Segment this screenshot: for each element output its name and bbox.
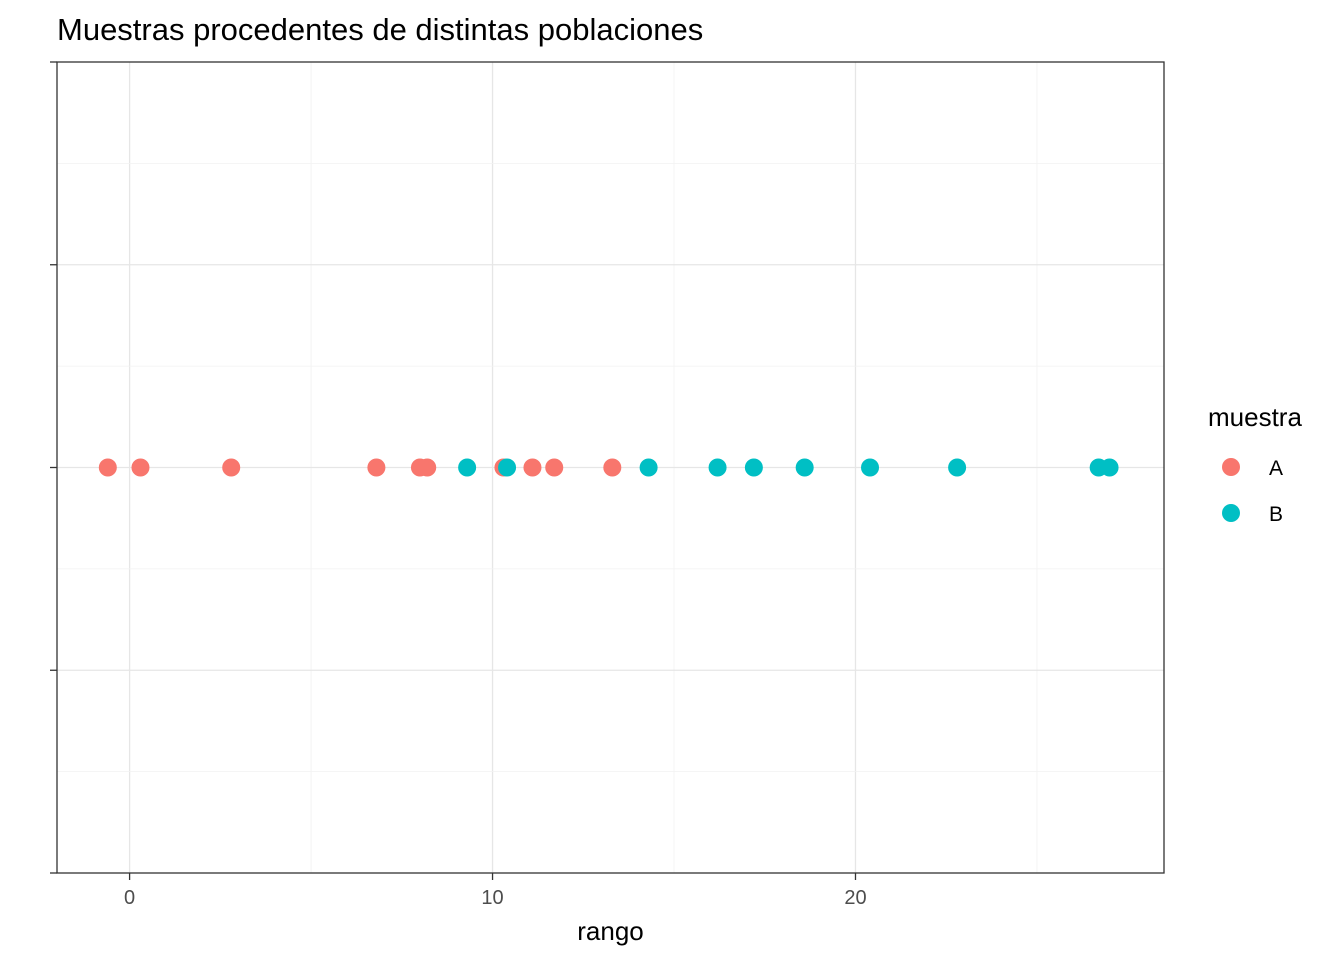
x-tick-label: 10 xyxy=(481,887,503,909)
data-point-A xyxy=(222,458,241,477)
data-point-B xyxy=(708,458,727,477)
data-point-B xyxy=(1100,458,1119,477)
data-point-A xyxy=(98,458,117,477)
x-tick-label: 20 xyxy=(844,887,866,909)
data-point-B xyxy=(861,458,880,477)
data-point-B xyxy=(744,458,763,477)
data-point-B xyxy=(795,458,814,477)
data-point-B xyxy=(639,458,658,477)
legend-label-A: A xyxy=(1269,457,1283,480)
legend-key-A xyxy=(1222,458,1240,476)
chart-title: Muestras procedentes de distintas poblac… xyxy=(57,12,703,47)
legend-label-B: B xyxy=(1269,503,1283,526)
data-point-B xyxy=(458,458,477,477)
x-tick-label: 0 xyxy=(124,887,135,909)
data-point-A xyxy=(523,458,542,477)
axes: 0 10 20 xyxy=(50,61,867,909)
legend-key-B xyxy=(1222,504,1240,522)
data-point-A xyxy=(545,458,564,477)
legend: muestra AB xyxy=(1208,402,1302,526)
data-point-A xyxy=(367,458,386,477)
data-point-B xyxy=(498,458,517,477)
data-point-A xyxy=(603,458,622,477)
legend-title: muestra xyxy=(1208,402,1302,432)
x-axis-title: rango xyxy=(577,916,644,946)
gridlines xyxy=(57,62,1164,873)
data-point-A xyxy=(418,458,437,477)
data-point-B xyxy=(948,458,967,477)
data-point-A xyxy=(131,458,150,477)
data-points xyxy=(98,458,1119,477)
